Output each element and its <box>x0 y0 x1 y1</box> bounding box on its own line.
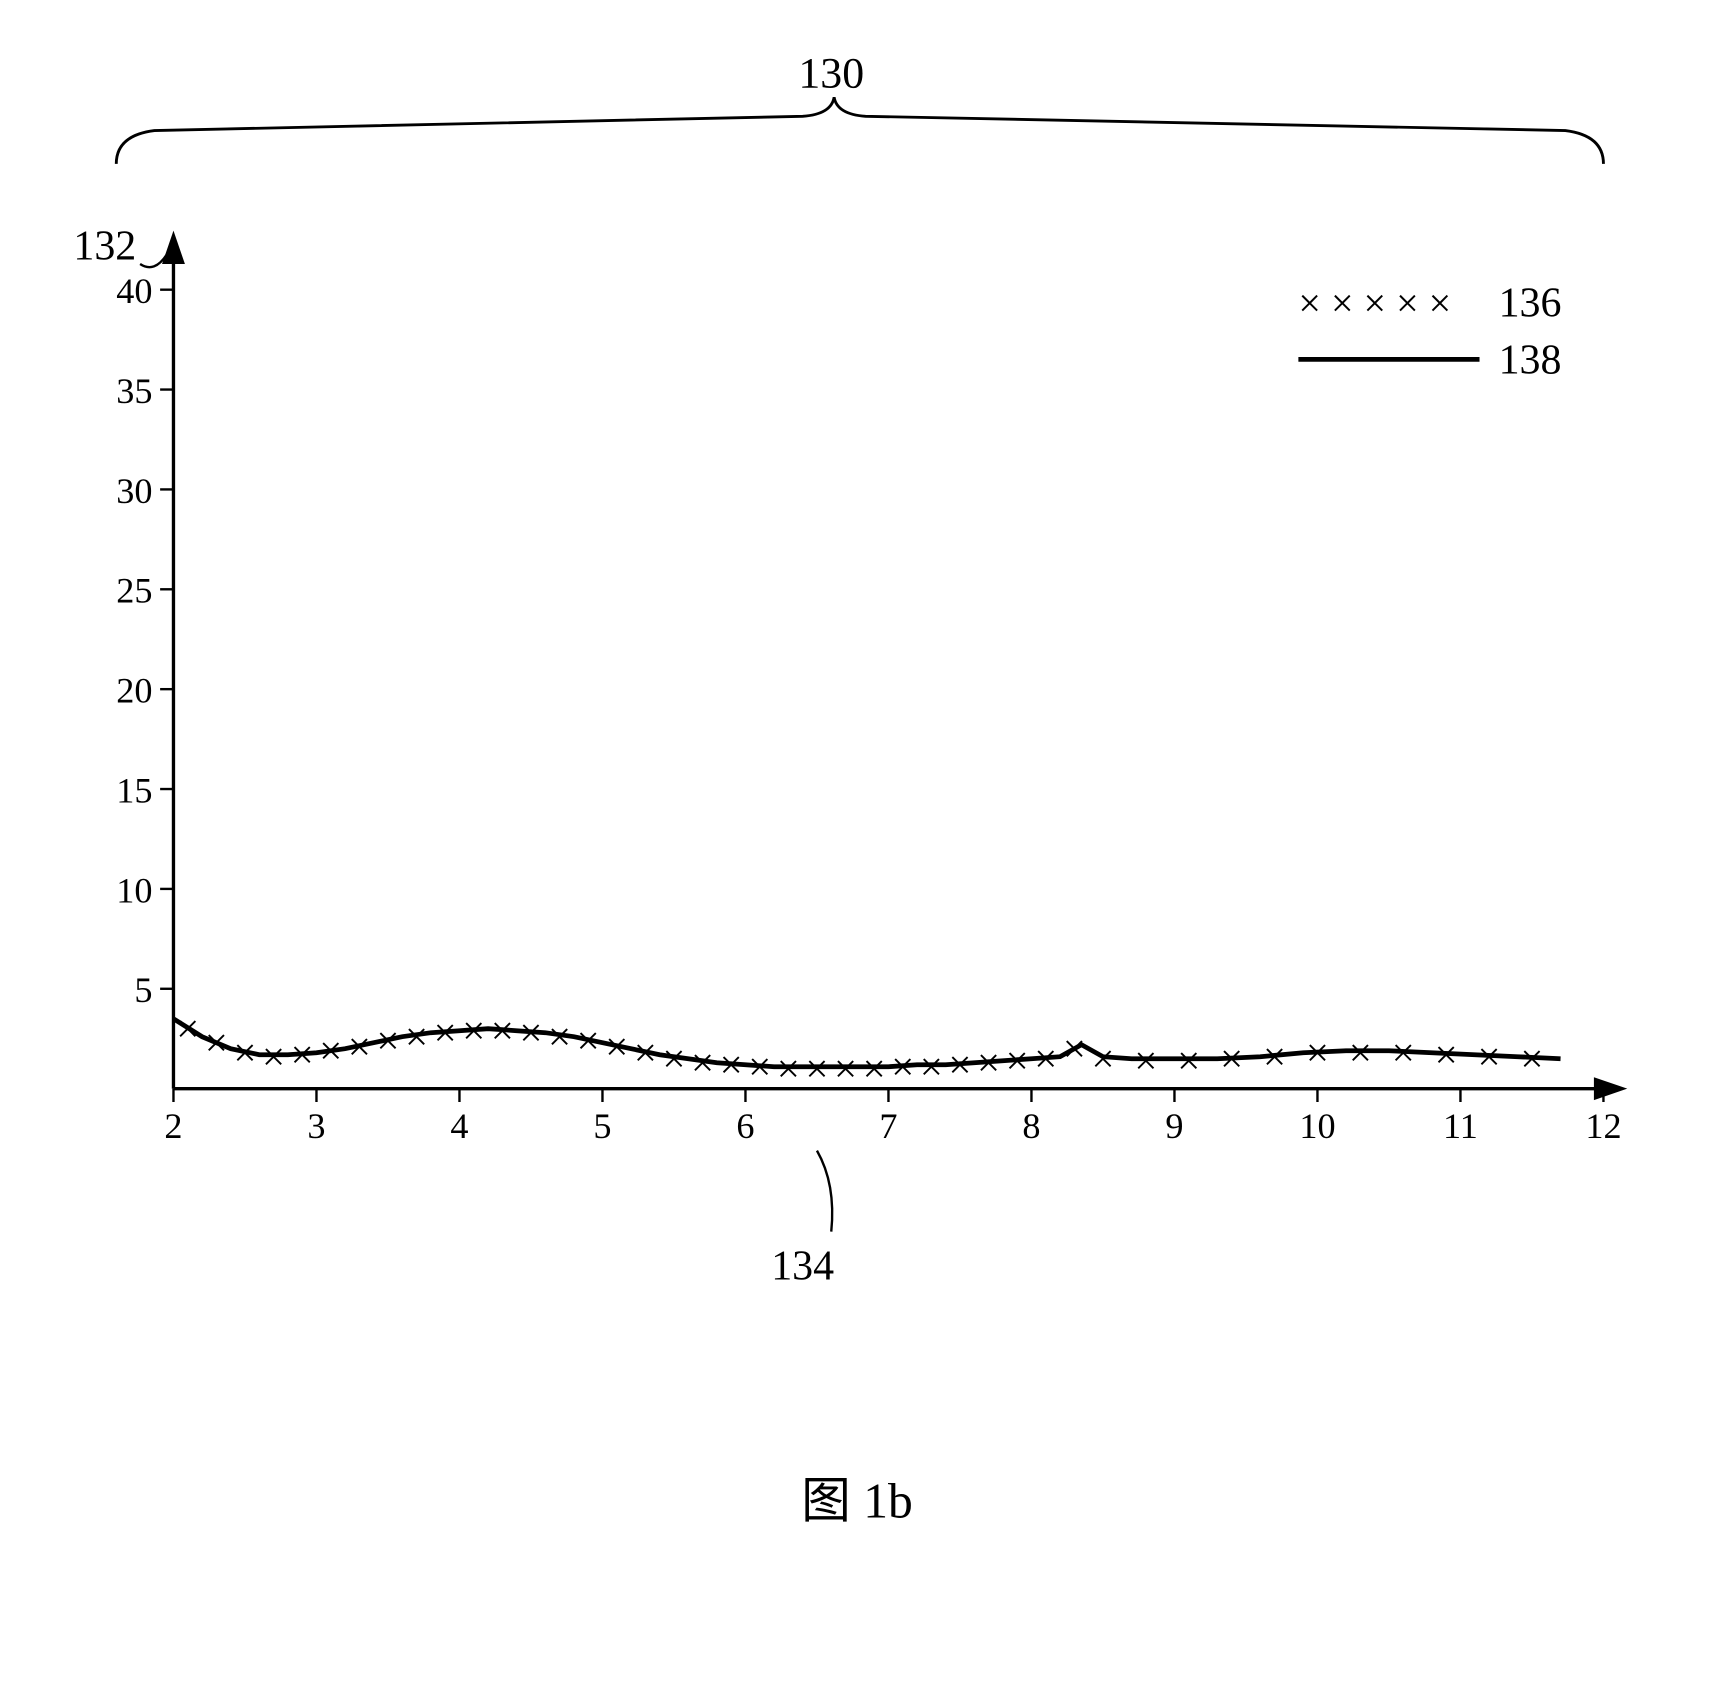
legend: × × × × × 136 138 <box>1298 280 1561 383</box>
svg-text:25: 25 <box>116 571 152 611</box>
y-axis-arrow <box>162 231 185 264</box>
svg-text:5: 5 <box>134 970 152 1010</box>
svg-text:9: 9 <box>1165 1106 1183 1146</box>
patent-figure: 130 5 10 15 20 25 30 35 40 2 3 4 5 6 7 8 9 10 11 12 × × ×… <box>40 40 1674 1565</box>
svg-text:7: 7 <box>879 1106 897 1146</box>
annotation-134-pointer <box>817 1151 832 1232</box>
plot-area: 5 10 15 20 25 30 35 40 2 3 4 5 6 7 8 9 10 11 12 × × × × ×… <box>73 223 1627 1289</box>
annotation-130: 130 <box>798 50 864 98</box>
annotation-134: 134 <box>771 1243 834 1289</box>
svg-text:15: 15 <box>116 770 152 810</box>
svg-text:2: 2 <box>164 1106 182 1146</box>
svg-text:11: 11 <box>1443 1106 1478 1146</box>
svg-text:10: 10 <box>1299 1106 1335 1146</box>
legend-label-136: 136 <box>1499 280 1562 326</box>
svg-text:35: 35 <box>116 371 152 411</box>
svg-text:20: 20 <box>116 671 152 711</box>
svg-text:10: 10 <box>116 870 152 910</box>
svg-text:6: 6 <box>736 1106 754 1146</box>
svg-text:8: 8 <box>1022 1106 1040 1146</box>
top-brace <box>116 97 1603 164</box>
x-axis-arrow <box>1594 1077 1627 1100</box>
figure-caption: 图 1b <box>801 1474 913 1529</box>
x-ticks: 2 3 4 5 6 7 8 9 10 11 12 <box>164 1089 1621 1147</box>
svg-text:4: 4 <box>450 1106 468 1146</box>
svg-text:40: 40 <box>116 271 152 311</box>
annotation-132: 132 <box>73 223 136 269</box>
svg-text:30: 30 <box>116 471 152 511</box>
legend-symbol-136: × × × × × <box>1298 280 1451 325</box>
svg-text:12: 12 <box>1585 1106 1621 1146</box>
svg-text:3: 3 <box>307 1106 325 1146</box>
legend-label-138: 138 <box>1499 338 1562 384</box>
svg-text:5: 5 <box>593 1106 611 1146</box>
annotation-132-pointer <box>140 254 167 267</box>
y-ticks: 5 10 15 20 25 30 35 40 <box>116 271 173 1010</box>
